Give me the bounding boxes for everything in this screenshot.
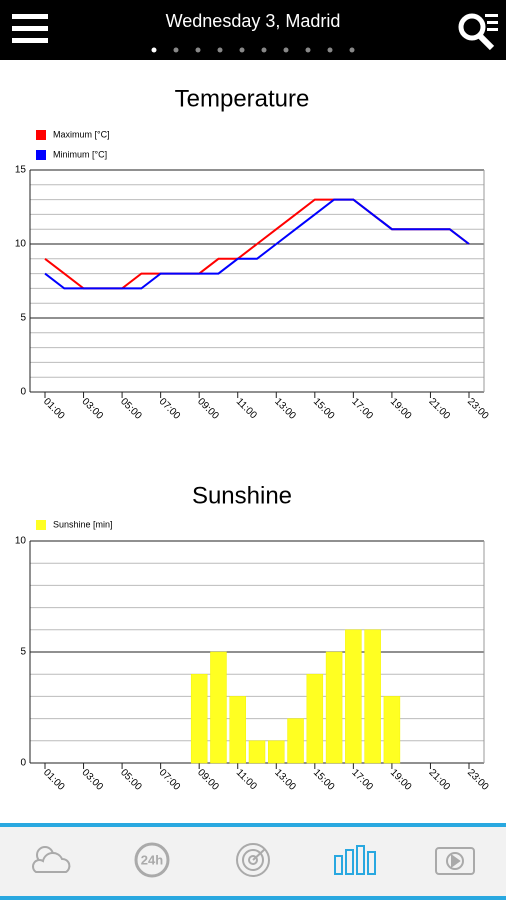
bar <box>306 673 324 764</box>
header-title: Wednesday 3, Madrid <box>166 11 341 31</box>
x-tick-label: 03:00 <box>80 767 106 793</box>
chart-title: Temperature <box>175 85 310 112</box>
x-tick-label: 19:00 <box>388 396 414 422</box>
legend-swatch <box>36 130 46 140</box>
y-tick-label: 0 <box>20 758 26 769</box>
bar <box>248 740 266 764</box>
x-tick-label: 15:00 <box>311 396 337 422</box>
x-tick-label: 11:00 <box>234 767 259 792</box>
nav-weather[interactable] <box>31 846 71 873</box>
bar <box>287 718 304 764</box>
x-tick-label: 11:00 <box>234 396 259 421</box>
nav-bar <box>0 823 506 900</box>
bar <box>190 673 208 764</box>
x-tick-label: 09:00 <box>195 396 221 422</box>
nav-24h-label: 24h <box>141 852 163 867</box>
x-tick-label: 05:00 <box>118 396 144 422</box>
bar <box>210 651 227 764</box>
nav-top-line <box>0 823 506 827</box>
bar <box>229 696 246 764</box>
x-tick-label: 13:00 <box>272 396 298 422</box>
x-tick-label: 13:00 <box>272 767 298 793</box>
x-tick-label: 23:00 <box>465 767 491 793</box>
legend-swatch <box>36 520 46 530</box>
x-tick-label: 21:00 <box>426 767 452 793</box>
bar <box>364 629 381 764</box>
nav-24h[interactable]: 24h <box>134 842 170 878</box>
bar <box>268 740 285 764</box>
x-tick-label: 17:00 <box>349 767 375 793</box>
x-tick-label: 09:00 <box>195 767 221 793</box>
legend-label: Minimum [°C] <box>53 149 107 159</box>
menu-button[interactable] <box>12 14 48 43</box>
legend-label: Sunshine [min] <box>53 519 113 529</box>
y-tick-label: 10 <box>15 536 27 547</box>
x-tick-label: 07:00 <box>157 767 183 793</box>
line-series <box>44 198 470 290</box>
y-tick-label: 10 <box>15 239 27 250</box>
x-tick-label: 01:00 <box>41 396 67 422</box>
search-button[interactable] <box>458 13 498 51</box>
x-tick-label: 19:00 <box>388 767 414 793</box>
nav-radar[interactable] <box>236 843 270 877</box>
x-tick-label: 21:00 <box>426 396 452 422</box>
x-tick-label: 07:00 <box>157 396 183 422</box>
legend-label: Maximum [°C] <box>53 129 110 139</box>
nav-video[interactable] <box>435 847 475 875</box>
y-tick-label: 5 <box>20 647 26 658</box>
legend-swatch <box>36 150 46 160</box>
y-tick-label: 15 <box>15 165 27 176</box>
nav-charts[interactable] <box>334 845 376 875</box>
nav-bottom-line <box>0 896 506 900</box>
bar <box>345 629 362 764</box>
bar <box>383 696 401 764</box>
y-tick-label: 0 <box>20 387 26 398</box>
page-dots <box>151 47 355 53</box>
x-tick-label: 23:00 <box>465 396 491 422</box>
header-bar <box>0 0 506 60</box>
chart-title: Sunshine <box>192 482 292 509</box>
y-tick-label: 5 <box>20 313 26 324</box>
x-tick-label: 17:00 <box>349 396 375 422</box>
x-tick-label: 05:00 <box>118 767 144 793</box>
bar <box>325 651 343 764</box>
x-tick-label: 03:00 <box>80 396 106 422</box>
x-tick-label: 01:00 <box>41 767 67 793</box>
x-tick-label: 15:00 <box>311 767 337 793</box>
